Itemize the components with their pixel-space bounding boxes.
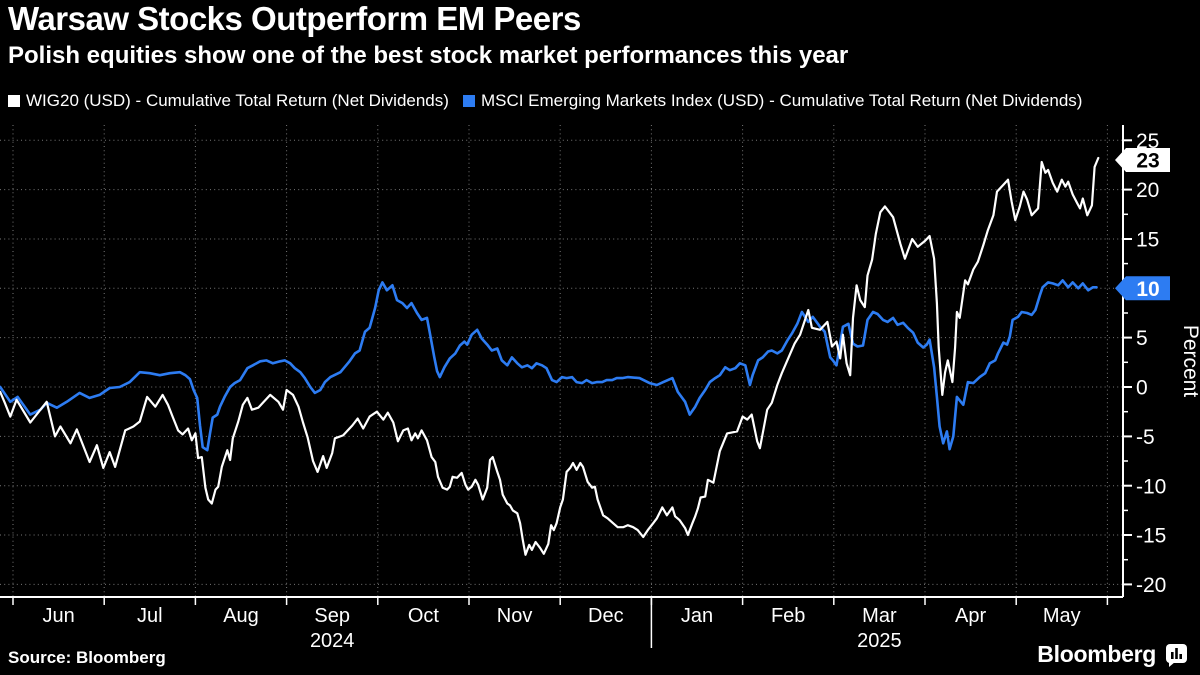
month-label-jun: Jun: [42, 605, 74, 627]
month-label-sep: Sep: [314, 605, 350, 627]
chart-subtitle: Polish equities show one of the best sto…: [8, 42, 849, 69]
wig20-legend-label: WIG20 (USD) - Cumulative Total Return (N…: [26, 91, 449, 110]
series-line-msci: [0, 279, 1098, 452]
y-tick-label-0: 0: [1136, 377, 1148, 400]
month-label-apr: Apr: [955, 605, 986, 627]
y-tick-label-5: 5: [1136, 327, 1148, 350]
month-label-nov: Nov: [497, 605, 533, 627]
end-label-flag-msci: [1115, 276, 1170, 301]
end-label-flag-wig20: [1115, 147, 1170, 172]
month-label-jul: Jul: [137, 605, 163, 627]
chart-legend: WIG20 (USD) - Cumulative Total Return (N…: [8, 91, 1082, 111]
y-tick-label--15: -15: [1136, 525, 1166, 548]
month-label-oct: Oct: [408, 605, 440, 627]
y-tick-label-25: 25: [1136, 130, 1159, 153]
y-tick-label-20: 20: [1136, 179, 1159, 202]
legend-item-msci: MSCI Emerging Markets Index (USD) - Cumu…: [462, 91, 1083, 111]
y-tick-label--20: -20: [1136, 574, 1166, 597]
chart-title: Warsaw Stocks Outperform EM Peers: [8, 0, 581, 37]
bloomberg-logo-icon: [1166, 643, 1187, 667]
bloomberg-brand: Bloomberg: [1037, 641, 1188, 668]
msci-legend-swatch: [462, 95, 475, 107]
end-label-text-msci: 10: [1136, 278, 1159, 301]
year-label-2024: 2024: [310, 630, 355, 652]
source-label: Source: Bloomberg: [8, 648, 166, 667]
end-label-text-wig20: 23: [1136, 150, 1159, 173]
month-label-feb: Feb: [771, 605, 805, 627]
month-label-mar: Mar: [862, 605, 897, 627]
y-tick-label-15: 15: [1136, 229, 1159, 252]
logo-bar-tall: [1175, 647, 1178, 659]
msci-legend-label: MSCI Emerging Markets Index (USD) - Cumu…: [480, 91, 1083, 110]
series-line-wig20: [0, 156, 1100, 556]
month-label-jan: Jan: [681, 605, 713, 627]
logo-bar-mid: [1179, 653, 1182, 659]
y-tick-label--10: -10: [1136, 475, 1166, 498]
logo-bubble-tail: [1169, 661, 1175, 667]
legend-item-wig20: WIG20 (USD) - Cumulative Total Return (N…: [8, 91, 449, 111]
year-label-2025: 2025: [857, 630, 902, 652]
month-label-may: May: [1043, 605, 1081, 627]
bloomberg-wordmark: Bloomberg: [1037, 641, 1156, 667]
wig20-legend-swatch: [8, 95, 20, 107]
month-label-aug: Aug: [223, 605, 259, 627]
y-tick-label--5: -5: [1136, 426, 1155, 449]
logo-bar-short: [1171, 651, 1174, 659]
y-axis-title: Percent: [1179, 325, 1200, 398]
month-label-dec: Dec: [588, 605, 624, 627]
